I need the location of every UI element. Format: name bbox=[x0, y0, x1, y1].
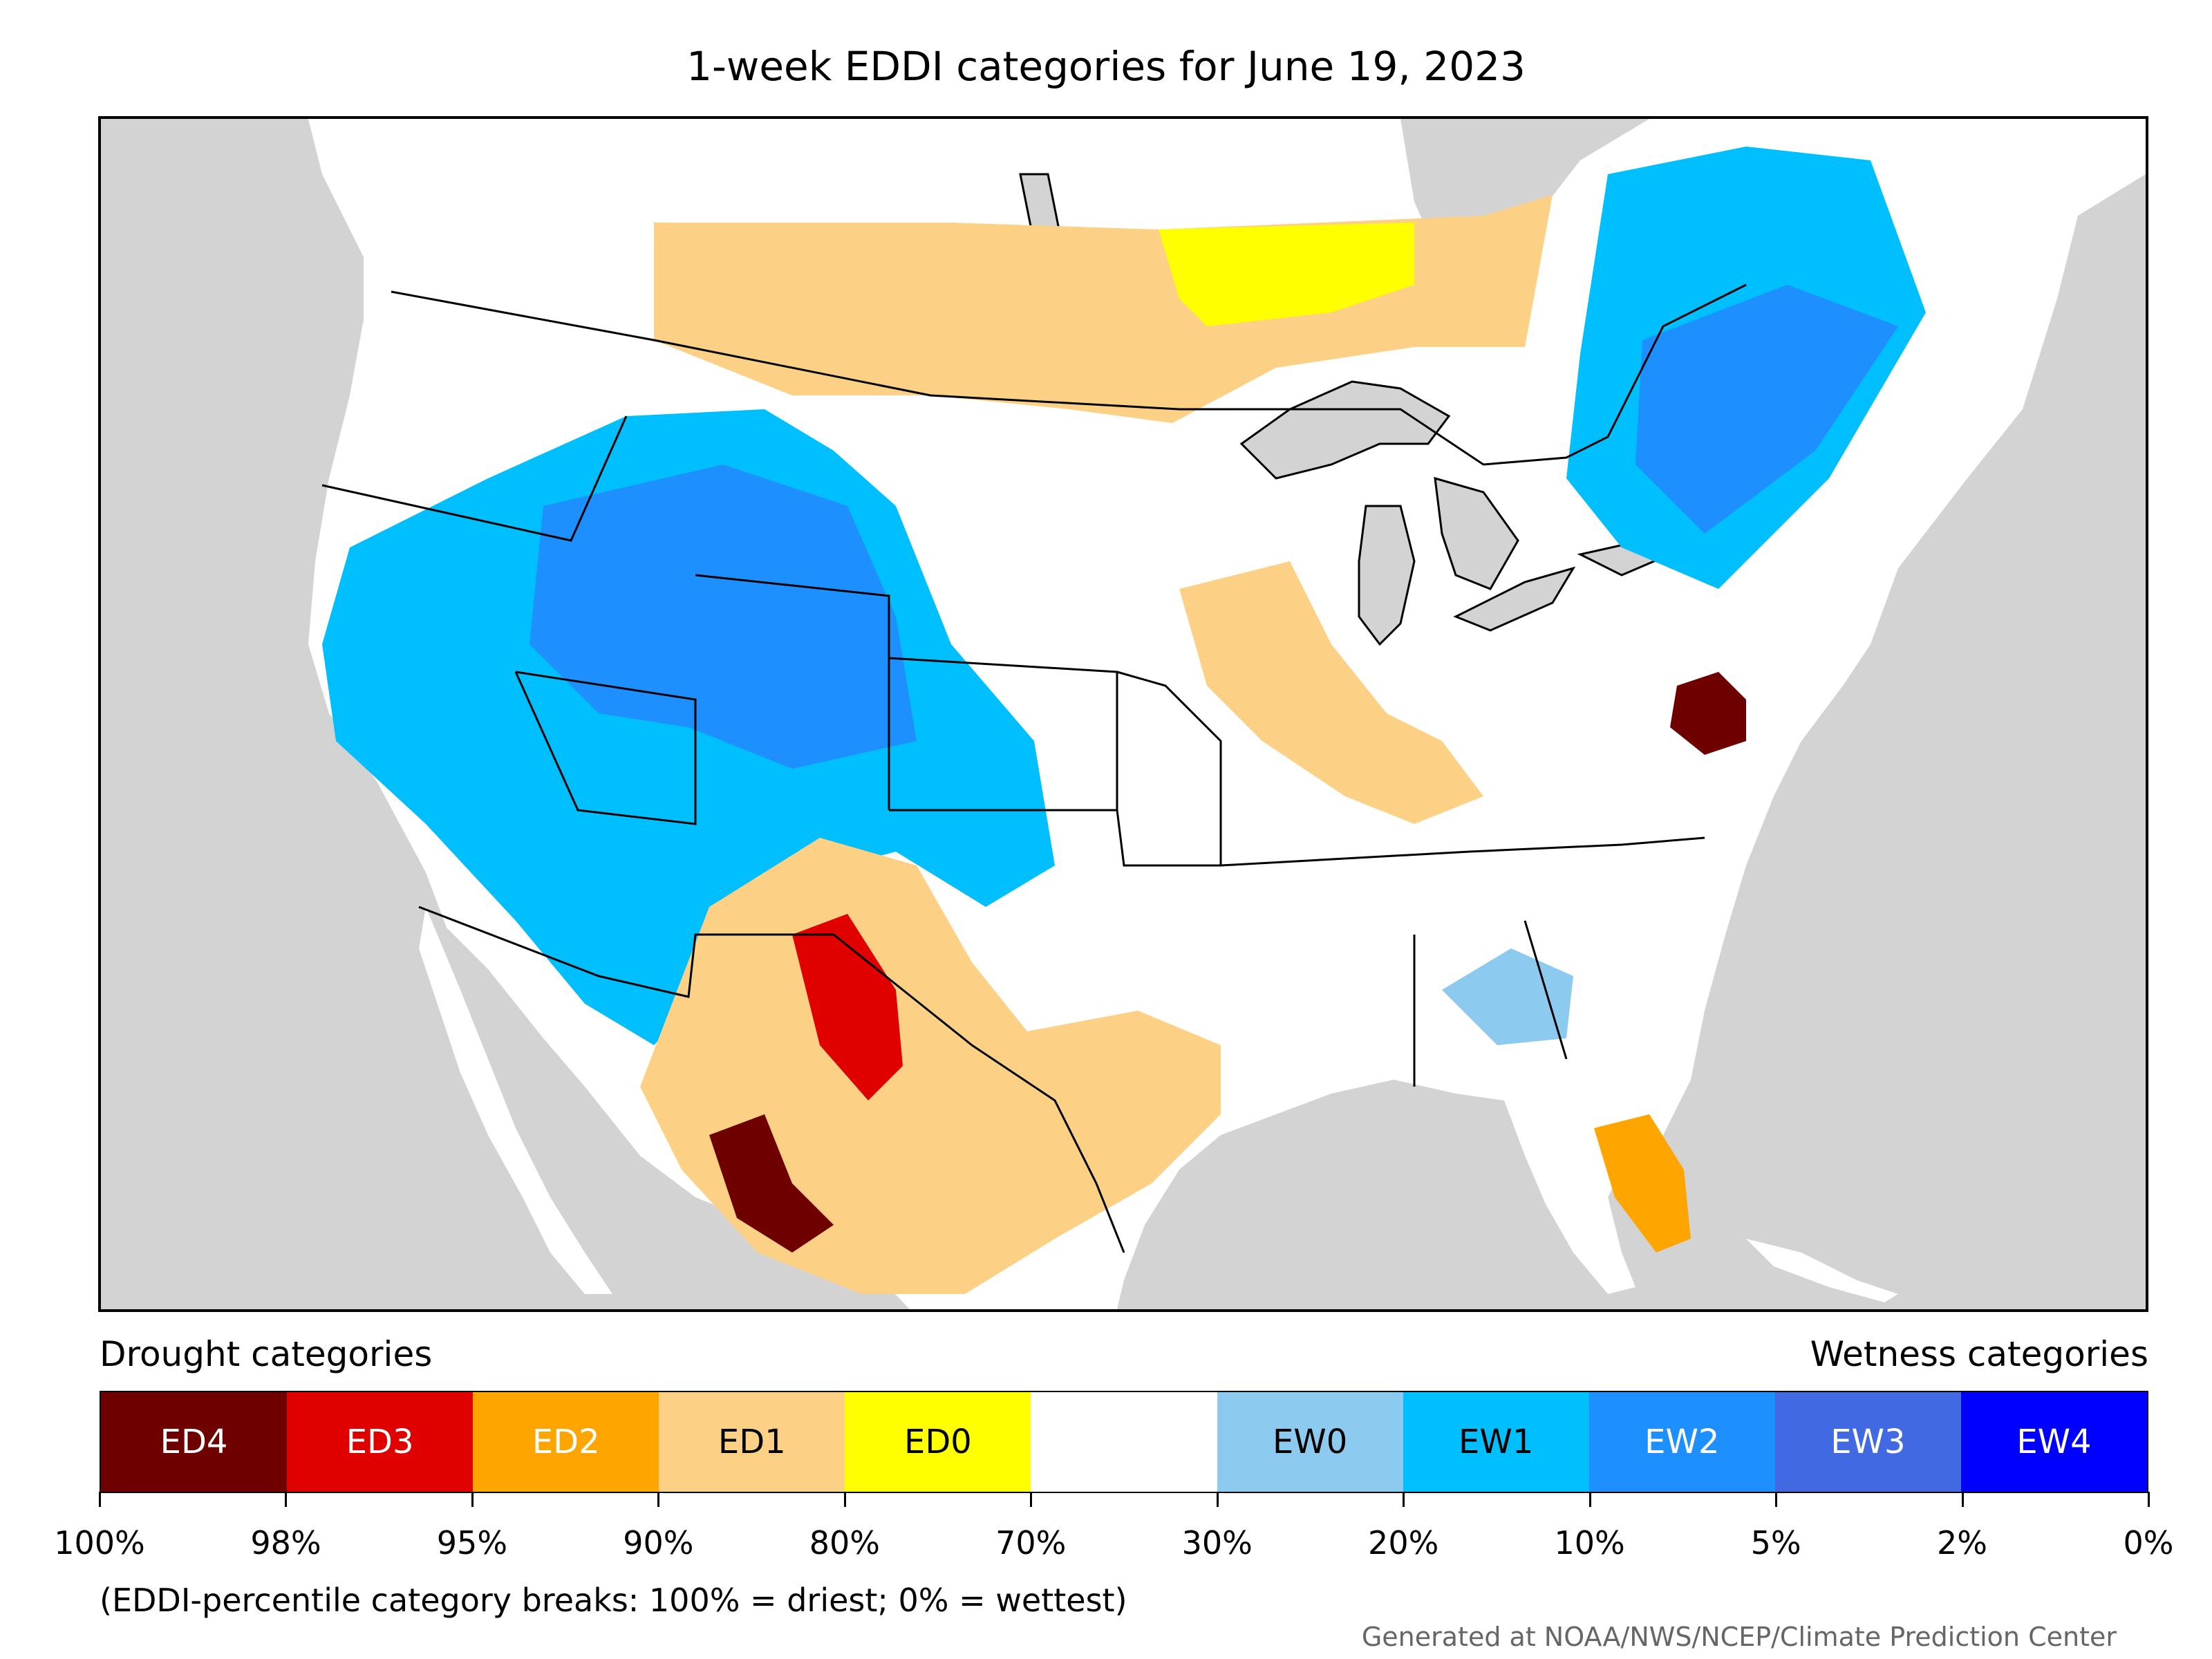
region-mexico-ed4 bbox=[709, 1114, 834, 1253]
legend-tick-label: 98% bbox=[250, 1524, 321, 1562]
legend-swatch-ew1: EW1 bbox=[1403, 1392, 1589, 1492]
cuba-island bbox=[1746, 1239, 1898, 1302]
drought-categories-heading: Drought categories bbox=[100, 1334, 433, 1374]
us-canada-border bbox=[391, 283, 1747, 466]
region-midwest-ed1 bbox=[1179, 561, 1483, 824]
credit-line: Generated at NOAA/NWS/NCEP/Climate Predi… bbox=[1361, 1622, 2117, 1652]
region-florida-ed2 bbox=[1594, 1114, 1691, 1253]
legend-swatch-ew2: EW2 bbox=[1588, 1392, 1775, 1492]
region-canada-ed0 bbox=[1159, 223, 1414, 326]
legend-swatch-ed1: ED1 bbox=[659, 1392, 845, 1492]
wetness-categories-heading: Wetness categories bbox=[1810, 1334, 2148, 1374]
legend-swatch-ew0: EW0 bbox=[1217, 1392, 1403, 1492]
region-rockies-ew2 bbox=[529, 465, 917, 769]
percentile-note: (EDDI-percentile category breaks: 100% =… bbox=[100, 1582, 1127, 1619]
legend-tick bbox=[2148, 1492, 2150, 1507]
state-borders bbox=[321, 283, 1747, 1253]
region-northeast-ew2 bbox=[1635, 285, 1898, 534]
map-title: 1-week EDDI categories for June 19, 2023 bbox=[686, 43, 1526, 90]
legend-swatch-ew4: EW4 bbox=[1960, 1392, 2148, 1492]
border-plains-2 bbox=[1116, 671, 1222, 865]
legend-tick-label: 95% bbox=[436, 1524, 508, 1562]
legend-swatch-neutral bbox=[1031, 1392, 1217, 1492]
baja-peninsula bbox=[419, 907, 612, 1294]
legend-tick bbox=[1588, 1492, 1591, 1507]
legend-ticks bbox=[99, 1492, 2150, 1512]
legend-tick bbox=[471, 1492, 474, 1507]
legend-tick bbox=[657, 1492, 660, 1507]
map-canvas bbox=[101, 119, 2146, 1309]
legend-tick-label: 5% bbox=[1750, 1524, 1801, 1562]
border-plains-1 bbox=[889, 809, 1221, 867]
legend-tick bbox=[1216, 1492, 1219, 1507]
legend-tick-label: 20% bbox=[1368, 1524, 1439, 1562]
us-mexico-border bbox=[418, 906, 1125, 1253]
eddi-map bbox=[98, 116, 2148, 1312]
legend-swatch-ed0: ED0 bbox=[845, 1392, 1031, 1492]
legend-tick bbox=[1403, 1492, 1405, 1507]
legend-swatch-ed2: ED2 bbox=[473, 1392, 659, 1492]
lake-superior bbox=[1239, 380, 1451, 480]
legend-tick-label: 100% bbox=[54, 1524, 145, 1562]
region-southwest-ed3 bbox=[792, 914, 903, 1100]
border-west-1 bbox=[321, 415, 628, 542]
legend-tick-label: 70% bbox=[995, 1524, 1067, 1562]
border-west-2 bbox=[514, 671, 697, 825]
lake-erie bbox=[1453, 566, 1576, 632]
legend-tick bbox=[1775, 1492, 1778, 1507]
legend-tick-label: 2% bbox=[1937, 1524, 1988, 1562]
legend-tick bbox=[1030, 1492, 1033, 1507]
lake-michigan bbox=[1358, 505, 1416, 646]
category-legend: ED4 ED3 ED2 ED1 ED0 EW0 EW1 EW2 EW3 EW4 bbox=[100, 1391, 2148, 1493]
legend-tick-label: 30% bbox=[1181, 1524, 1253, 1562]
legend-tick-label: 90% bbox=[623, 1524, 694, 1562]
eddi-overlay bbox=[322, 147, 1926, 1294]
legend-swatch-ed4: ED4 bbox=[101, 1392, 288, 1492]
border-central-1 bbox=[695, 574, 890, 810]
lake-huron bbox=[1434, 476, 1519, 590]
legend-tick bbox=[843, 1492, 846, 1507]
region-virginia-ed4 bbox=[1670, 672, 1746, 755]
legend-tick bbox=[99, 1492, 101, 1507]
legend-tick-label: 80% bbox=[809, 1524, 880, 1562]
legend-tick bbox=[285, 1492, 288, 1507]
legend-swatch-ew3: EW3 bbox=[1774, 1392, 1961, 1492]
legend-swatch-ed3: ED3 bbox=[287, 1392, 474, 1492]
legend-tick-label: 0% bbox=[2123, 1524, 2174, 1562]
border-east-3 bbox=[1524, 920, 1568, 1060]
border-east-1 bbox=[1220, 836, 1705, 867]
legend-tick-label: 10% bbox=[1554, 1524, 1625, 1562]
legend-tick bbox=[1961, 1492, 1964, 1507]
